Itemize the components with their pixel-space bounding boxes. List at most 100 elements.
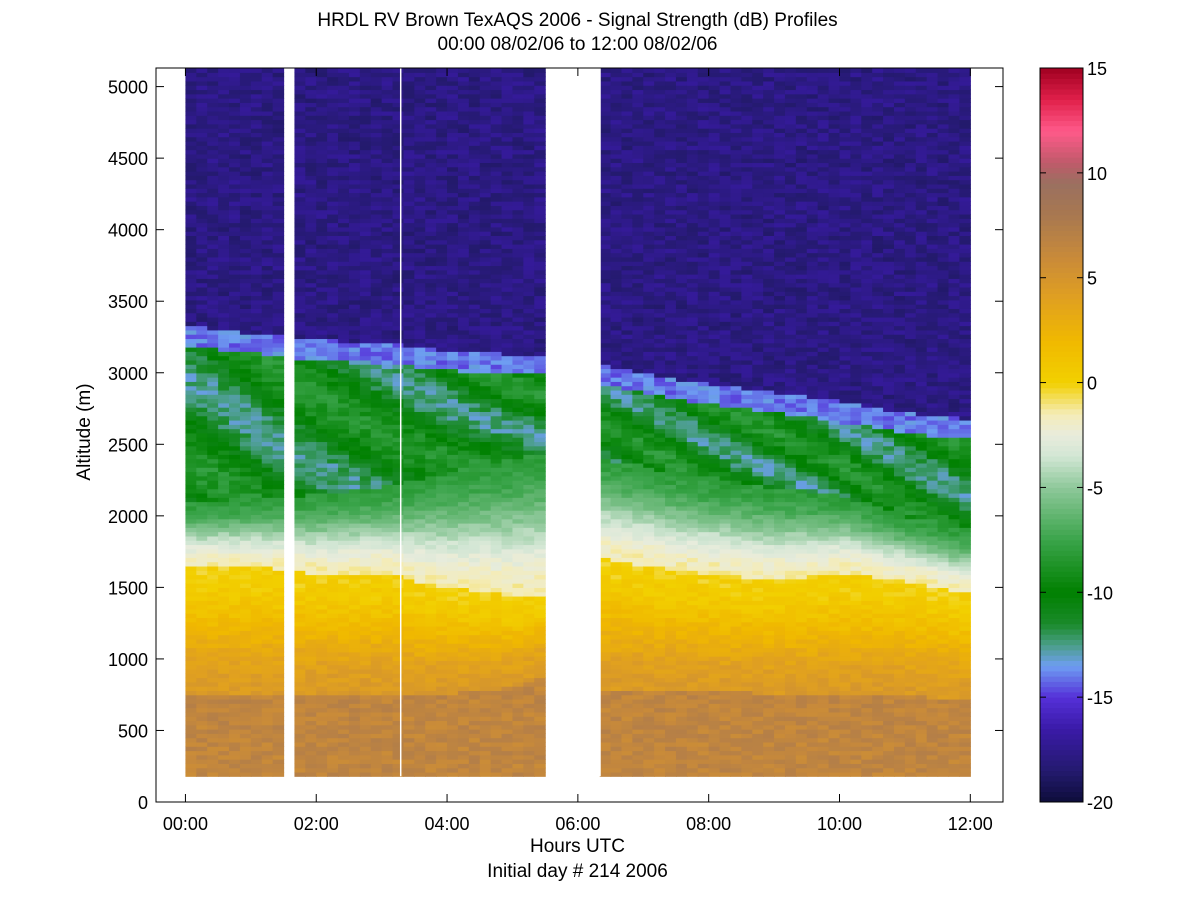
heatmap-cell	[403, 467, 415, 473]
heatmap-cell	[425, 415, 437, 421]
heatmap-cell	[327, 574, 339, 580]
heatmap-cell	[457, 128, 470, 133]
heatmap-cell	[185, 209, 197, 215]
heatmap-cell	[501, 282, 514, 288]
heatmap-cell	[457, 703, 470, 709]
heatmap-cell	[218, 239, 230, 245]
heatmap-cell	[490, 733, 503, 739]
heatmap-cell	[501, 591, 514, 597]
heatmap-cell	[338, 235, 350, 241]
heatmap-cell	[436, 140, 448, 146]
heatmap-cell	[479, 269, 492, 275]
heatmap-cell	[457, 256, 470, 262]
heatmap-cell	[294, 407, 306, 412]
heatmap-cell	[218, 243, 230, 249]
heatmap-cell	[447, 394, 459, 400]
heatmap-cell	[207, 128, 219, 133]
heatmap-cell	[359, 235, 372, 241]
heatmap-cell	[425, 634, 437, 640]
heatmap-cell	[447, 621, 459, 627]
heatmap-cell	[436, 304, 448, 309]
heatmap-cell	[457, 595, 470, 601]
heatmap-cell	[229, 231, 241, 236]
heatmap-cell	[501, 239, 514, 245]
heatmap-cell	[414, 694, 426, 700]
heatmap-cell	[185, 269, 197, 275]
heatmap-cell	[250, 583, 263, 588]
heatmap-cell	[392, 746, 405, 752]
heatmap-cell	[218, 505, 230, 511]
heatmap-cell	[305, 213, 317, 219]
heatmap-cell	[403, 458, 415, 464]
heatmap-cell	[512, 132, 524, 138]
heatmap-cell	[381, 274, 394, 279]
heatmap-cell	[370, 604, 383, 610]
heatmap-cell	[512, 492, 524, 498]
heatmap-cell	[261, 668, 274, 674]
heatmap-cell	[185, 492, 197, 498]
heatmap-cell	[316, 574, 328, 580]
heatmap-cell	[316, 450, 328, 455]
heatmap-cell	[261, 149, 274, 155]
heatmap-cell	[338, 450, 350, 455]
heatmap-cell	[381, 613, 394, 619]
heatmap-cell	[207, 407, 219, 412]
heatmap-cell	[381, 707, 394, 713]
heatmap-cell	[327, 140, 339, 146]
heatmap-cell	[414, 372, 426, 378]
heatmap-cell	[447, 308, 459, 314]
heatmap-cell	[512, 368, 524, 374]
heatmap-cell	[218, 450, 230, 455]
heatmap-cell	[468, 145, 481, 151]
heatmap-cell	[207, 419, 219, 425]
heatmap-cell	[447, 527, 459, 533]
heatmap-cell	[250, 162, 263, 168]
heatmap-cell	[403, 398, 415, 404]
heatmap-cell	[457, 518, 470, 524]
heatmap-cell	[185, 613, 197, 619]
heatmap-cell	[338, 565, 350, 571]
heatmap-cell	[272, 402, 285, 408]
heatmap-cell	[250, 80, 263, 86]
heatmap-cell	[196, 673, 208, 679]
heatmap-cell	[272, 364, 285, 370]
heatmap-cell	[239, 321, 252, 327]
heatmap-cell	[392, 432, 405, 438]
heatmap-cell	[501, 471, 514, 477]
heatmap-cell	[447, 445, 459, 451]
heatmap-cell	[305, 565, 317, 571]
heatmap-cell	[338, 660, 350, 666]
heatmap-cell	[348, 643, 361, 649]
heatmap-cell	[501, 694, 514, 700]
heatmap-cell	[414, 338, 426, 344]
heatmap-cell	[272, 716, 285, 722]
heatmap-cell	[338, 329, 350, 335]
heatmap-cell	[457, 471, 470, 477]
heatmap-cell	[512, 480, 524, 485]
heatmap-cell	[229, 771, 241, 777]
heatmap-cell	[436, 432, 448, 438]
heatmap-cell	[370, 677, 383, 683]
heatmap-cell	[468, 656, 481, 661]
heatmap-cell	[512, 222, 524, 228]
heatmap-cell	[468, 316, 481, 322]
heatmap-cell	[490, 218, 503, 224]
heatmap-cell	[403, 454, 415, 460]
heatmap-cell	[338, 72, 350, 78]
heatmap-cell	[261, 171, 274, 176]
heatmap-cell	[261, 218, 274, 224]
heatmap-cell	[447, 93, 459, 99]
heatmap-cell	[327, 312, 339, 318]
heatmap-cell	[501, 613, 514, 619]
heatmap-cell	[512, 261, 524, 267]
heatmap-cell	[250, 754, 263, 760]
heatmap-cell	[468, 226, 481, 232]
heatmap-cell	[370, 741, 383, 747]
heatmap-cell	[381, 677, 394, 683]
heatmap-cell	[261, 338, 274, 344]
heatmap-cell	[501, 733, 514, 739]
heatmap-cell	[501, 527, 514, 533]
heatmap-cell	[218, 265, 230, 271]
heatmap-cell	[512, 364, 524, 370]
heatmap-cell	[436, 325, 448, 331]
